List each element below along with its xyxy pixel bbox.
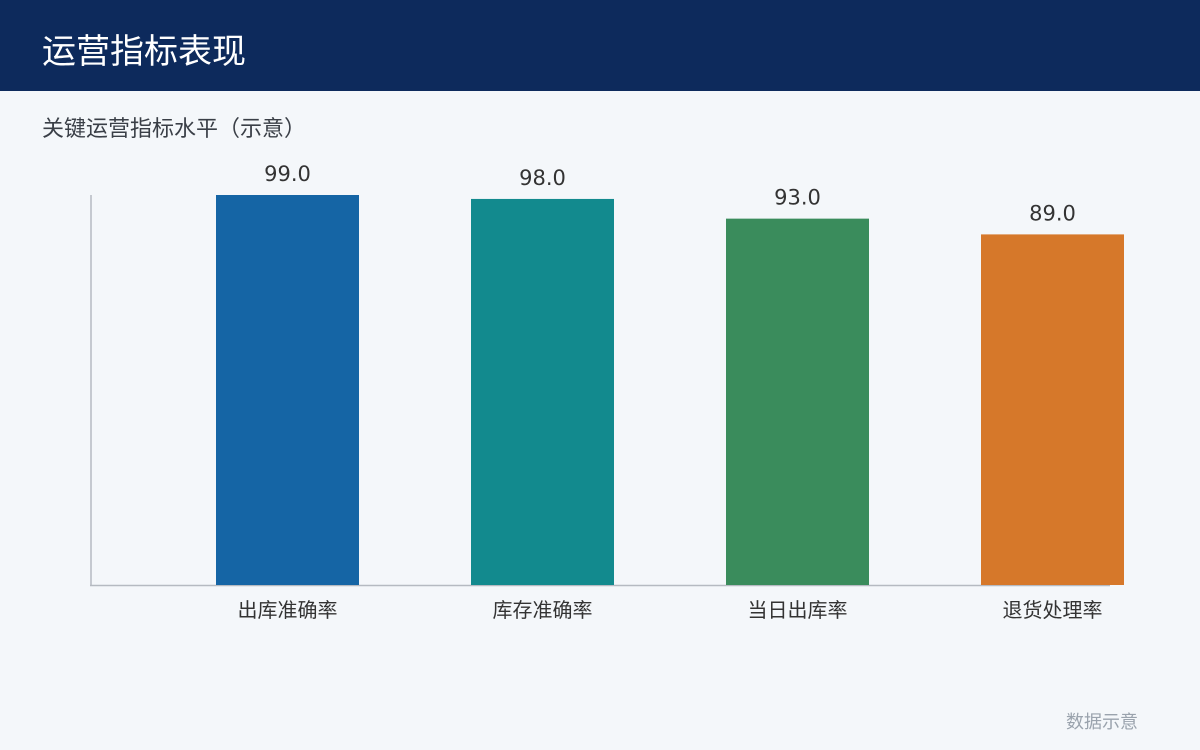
bar <box>471 198 614 585</box>
value-label: 99.0 <box>264 162 311 186</box>
bar <box>216 195 359 585</box>
value-label: 93.0 <box>774 186 821 210</box>
bar <box>981 234 1124 586</box>
x-tick-label: 出库准确率 <box>238 598 338 622</box>
page-title: 运营指标表现 <box>42 32 246 72</box>
bar <box>726 218 869 586</box>
x-tick-label: 退货处理率 <box>1003 598 1103 622</box>
header-bar: 运营指标表现 <box>0 0 1200 91</box>
x-tick-label: 当日出库率 <box>748 598 848 622</box>
x-tick-label: 库存准确率 <box>493 598 593 622</box>
value-label: 98.0 <box>519 166 566 190</box>
chart-title: 关键运营指标水平（示意） <box>42 117 307 142</box>
footer-note: 数据示意 <box>1066 712 1138 733</box>
value-label: 89.0 <box>1029 201 1076 225</box>
